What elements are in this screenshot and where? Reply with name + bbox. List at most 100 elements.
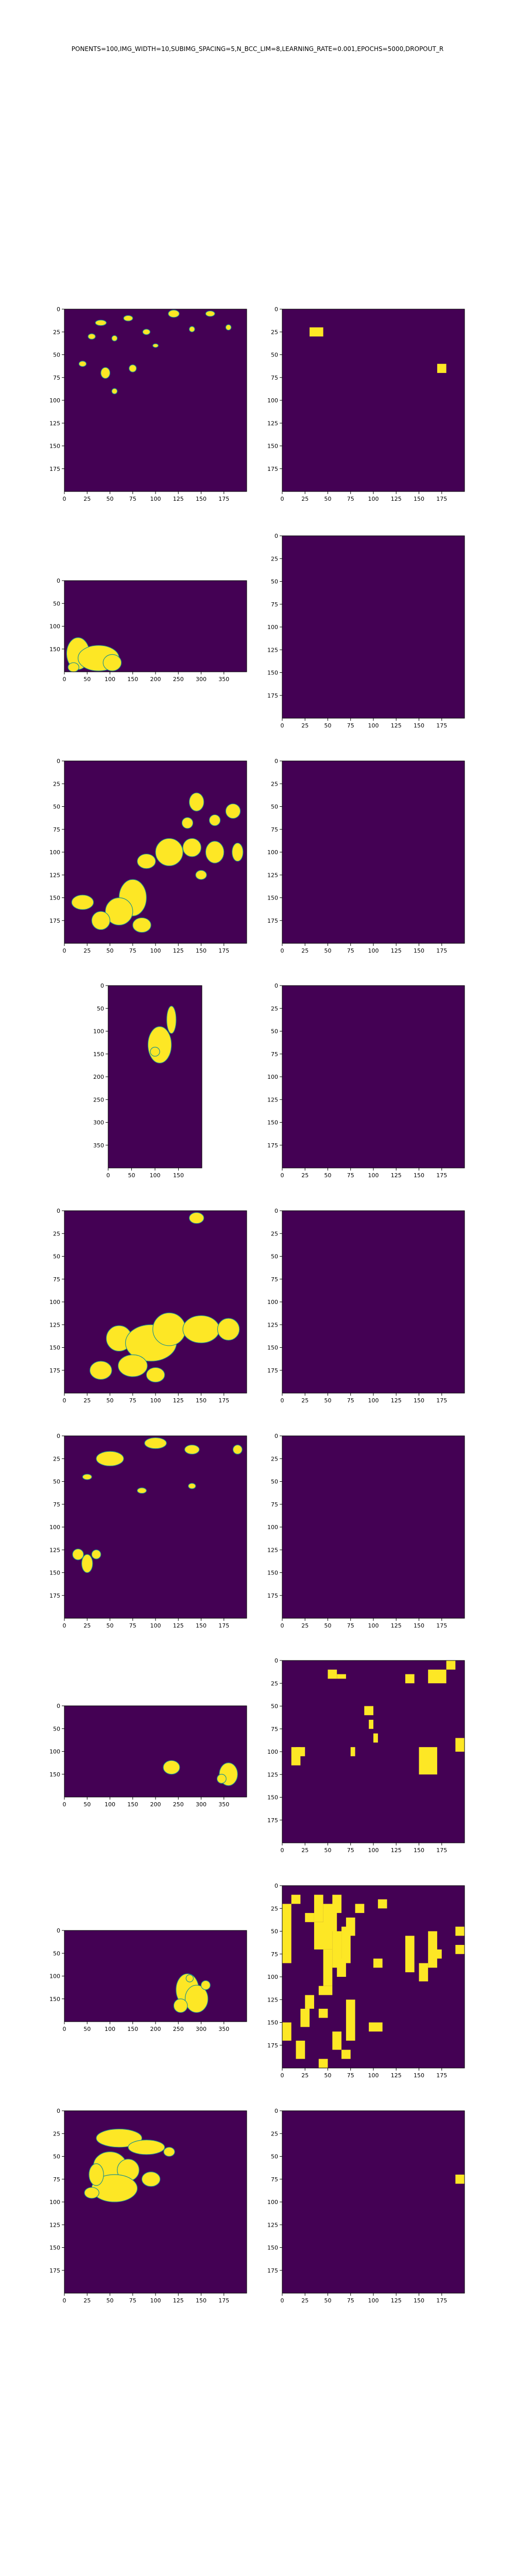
highlight-block <box>405 1674 415 1684</box>
y-tick-label: 150 <box>49 1345 60 1351</box>
highlight-block <box>328 1669 337 1679</box>
y-tick-label: 125 <box>267 872 278 878</box>
y-tick-label: 150 <box>267 2245 278 2251</box>
right-panel-row-7: 0 25 50 75 100 125 150 175 0 25 50 75 100 125 150 175 <box>267 1657 465 1854</box>
y-tick-label: 25 <box>53 781 60 787</box>
x-tick-label: 25 <box>301 722 308 729</box>
highlight-block <box>310 327 323 337</box>
x-tick-label: 150 <box>196 1622 207 1629</box>
x-tick-label: 50 <box>324 1172 332 1179</box>
highlight-region <box>78 361 87 367</box>
y-tick-label: 75 <box>53 1276 60 1283</box>
x-tick-label: 25 <box>83 947 91 954</box>
x-tick-label: 175 <box>218 2297 229 2304</box>
highlight-block <box>377 1899 387 1909</box>
image-background <box>282 986 465 1168</box>
y-tick-label: 175 <box>49 1367 60 1374</box>
highlight-block <box>428 1669 447 1684</box>
highlight-block <box>282 1904 291 1963</box>
right-panel-row-3: 0 25 50 75 100 125 150 175 0 25 50 75 100 125 150 175 <box>267 758 465 954</box>
highlight-region <box>132 917 151 933</box>
highlight-block <box>455 1926 465 1936</box>
highlight-region <box>217 1318 240 1341</box>
highlight-block <box>305 1995 314 2009</box>
x-tick-label: 125 <box>391 722 402 729</box>
x-tick-label: 175 <box>218 496 229 502</box>
y-tick-label: 0 <box>57 758 60 765</box>
x-tick-label: 50 <box>324 1847 332 1854</box>
y-tick-label: 25 <box>271 555 278 562</box>
y-tick-label: 0 <box>57 1927 60 1934</box>
x-tick-label: 150 <box>196 947 207 954</box>
highlight-block <box>318 2059 328 2068</box>
x-tick-label: 100 <box>150 1622 161 1629</box>
x-tick-label: 100 <box>150 1397 161 1404</box>
image-background <box>64 1930 247 2022</box>
highlight-block <box>437 364 447 373</box>
right-panel-row-6: 0 25 50 75 100 125 150 175 0 25 50 75 100 125 150 175 <box>267 1433 465 1629</box>
y-tick-label: 0 <box>57 578 60 584</box>
highlight-region <box>84 2187 99 2199</box>
highlight-block <box>332 2031 342 2050</box>
x-tick-label: 100 <box>368 2297 379 2304</box>
y-tick-label: 100 <box>267 624 278 631</box>
x-tick-label: 25 <box>301 2297 308 2304</box>
x-tick-label: 50 <box>324 947 332 954</box>
x-tick-label: 75 <box>347 722 354 729</box>
highlight-block <box>282 2022 291 2041</box>
x-tick-label: 350 <box>218 2026 229 2032</box>
x-tick-label: 50 <box>128 1172 135 1179</box>
y-tick-label: 0 <box>57 306 60 313</box>
y-tick-label: 0 <box>274 1657 278 1664</box>
highlight-block <box>373 1958 383 1968</box>
highlight-block <box>323 1949 333 1986</box>
y-tick-label: 175 <box>49 466 60 472</box>
left-panel-row-2: 0 50 100 150 200 250 300 350 0 50 100 150 <box>49 578 247 683</box>
x-tick-label: 150 <box>414 496 424 502</box>
x-tick-label: 100 <box>150 1172 161 1179</box>
highlight-region <box>166 1006 177 1034</box>
highlight-block <box>419 1747 437 1775</box>
highlight-region <box>136 1487 147 1494</box>
y-tick-label: 25 <box>271 1230 278 1237</box>
left-panel-row-9: 0 25 50 75 100 125 150 175 0 25 50 75 100 125 150 175 <box>49 2108 247 2304</box>
y-tick-label: 25 <box>271 1005 278 1012</box>
x-tick-label: 0 <box>281 947 284 954</box>
x-tick-label: 100 <box>368 1622 379 1629</box>
x-tick-label: 175 <box>218 1622 229 1629</box>
y-tick-label: 50 <box>53 1950 60 1957</box>
x-tick-label: 0 <box>281 1397 284 1404</box>
x-tick-label: 50 <box>324 496 332 502</box>
x-tick-label: 200 <box>150 676 161 683</box>
x-tick-label: 125 <box>391 496 402 502</box>
y-tick-label: 0 <box>57 1208 60 1214</box>
x-tick-label: 75 <box>347 2297 354 2304</box>
highlight-region <box>232 1445 243 1454</box>
highlight-region <box>100 367 111 379</box>
y-tick-label: 150 <box>49 1570 60 1577</box>
x-tick-label: 100 <box>368 1172 379 1179</box>
highlight-region <box>216 1774 227 1784</box>
x-tick-label: 100 <box>368 947 379 954</box>
x-tick-label: 175 <box>436 1397 447 1404</box>
image-background <box>282 2111 465 2293</box>
highlight-region <box>225 803 241 819</box>
x-tick-label: 0 <box>63 2297 66 2304</box>
y-tick-label: 150 <box>267 2020 278 2026</box>
y-tick-label: 0 <box>100 982 104 989</box>
highlight-region <box>89 2163 104 2186</box>
y-tick-label: 100 <box>267 849 278 856</box>
y-tick-label: 50 <box>53 2154 60 2160</box>
x-tick-label: 350 <box>218 1801 229 1808</box>
x-tick-label: 350 <box>218 676 229 683</box>
highlight-region <box>188 1212 204 1224</box>
y-tick-label: 100 <box>49 1524 60 1531</box>
highlight-region <box>205 310 215 317</box>
x-tick-label: 50 <box>107 2297 114 2304</box>
y-tick-label: 50 <box>271 804 278 810</box>
x-tick-label: 0 <box>63 1622 66 1629</box>
x-tick-label: 25 <box>301 1847 308 1854</box>
highlight-block <box>300 2008 310 2027</box>
highlight-block <box>455 1945 465 1954</box>
x-tick-label: 50 <box>107 947 114 954</box>
